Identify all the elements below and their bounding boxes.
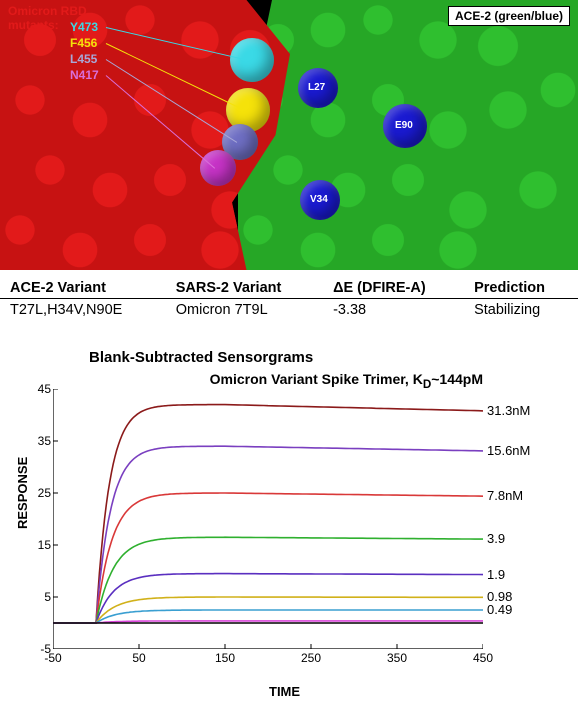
series-line [53,574,483,623]
series-label: 3.9 [487,531,505,546]
x-tick-label: 150 [210,651,240,665]
residue-N417 [200,150,236,186]
residue-label-Y473: Y473 [70,20,98,34]
table-cell: -3.38 [323,299,464,322]
table-row: T27L,H34V,N90EOmicron 7T9L-3.38Stabilizi… [0,299,578,322]
series-line [53,493,483,623]
table-cell: T27L,H34V,N90E [0,299,166,322]
table-header: ΔE (DFIRE-A) [323,276,464,299]
x-axis-label: TIME [269,684,300,699]
y-tick-label: 15 [23,538,51,552]
table-header: ACE-2 Variant [0,276,166,299]
x-tick-label: 350 [382,651,412,665]
table-cell: Stabilizing [464,299,578,322]
y-tick-label: 45 [23,382,51,396]
chart-title: Blank-Subtracted Sensorgrams [89,349,313,366]
residue-label-L455: L455 [70,52,97,66]
y-tick-label: 35 [23,434,51,448]
series-label: 1.9 [487,567,505,582]
series-label: 31.3nM [487,403,530,418]
table-header: SARS-2 Variant [166,276,323,299]
residue-label-L27: L27 [308,82,325,93]
protein-structure-panel: Omicron RBD mutants: Y473F456L455N417 L2… [0,0,578,270]
y-tick-label: 5 [23,590,51,604]
sensorgram-chart: Blank-Subtracted Sensorgrams Omicron Var… [9,349,569,699]
x-tick-label: 50 [124,651,154,665]
series-label: 15.6nM [487,443,530,458]
table-header: Prediction [464,276,578,299]
legend-ace2: ACE-2 (green/blue) [448,6,570,26]
residue-label-N417: N417 [70,68,99,82]
series-label: 7.8nM [487,488,523,503]
y-tick-label: 25 [23,486,51,500]
table-cell: Omicron 7T9L [166,299,323,322]
residue-label-V34: V34 [310,194,328,205]
x-tick-label: -50 [38,651,68,665]
residue-label-E90: E90 [395,120,413,131]
residue-label-F456: F456 [70,36,97,50]
prediction-table: ACE-2 VariantSARS-2 VariantΔE (DFIRE-A)P… [0,276,578,321]
chart-plot-area [53,389,483,649]
series-line [53,405,483,623]
x-tick-label: 450 [468,651,498,665]
chart-subtitle: Omicron Variant Spike Trimer, KD~144pM [210,371,483,391]
x-tick-label: 250 [296,651,326,665]
series-label: 0.49 [487,602,512,617]
residue-Y473 [230,38,274,82]
